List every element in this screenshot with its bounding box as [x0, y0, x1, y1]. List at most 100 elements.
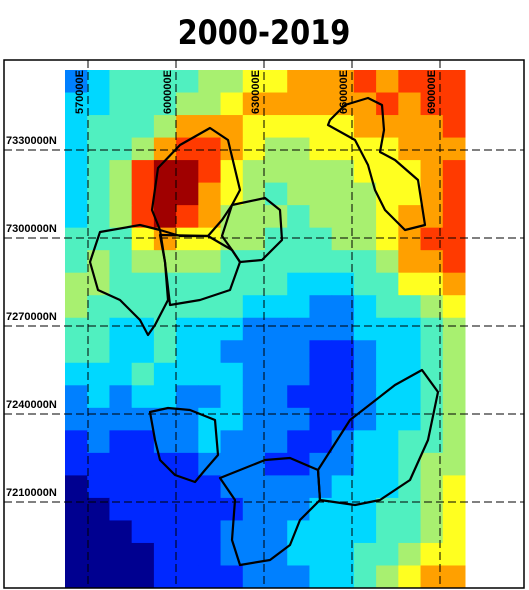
- raster-cell: [353, 205, 377, 229]
- raster-cell: [198, 475, 222, 499]
- raster-cell: [220, 385, 244, 409]
- y-label: 7210000N: [6, 487, 57, 499]
- raster-cell: [353, 250, 377, 274]
- raster-cell: [220, 497, 244, 521]
- raster-cell: [242, 205, 266, 229]
- raster-cell: [87, 317, 110, 341]
- raster-cell: [398, 407, 422, 431]
- raster-cell: [131, 475, 155, 499]
- raster-cell: [87, 115, 110, 139]
- raster-cell: [198, 250, 222, 274]
- raster-cell: [442, 340, 466, 364]
- raster-cell: [109, 385, 133, 409]
- raster-cell: [198, 317, 222, 341]
- raster-cell: [398, 542, 422, 566]
- raster-cell: [198, 497, 222, 521]
- raster-cell: [309, 340, 333, 364]
- raster-cell: [198, 205, 222, 229]
- raster-cell: [65, 92, 88, 116]
- raster-cell: [331, 137, 355, 161]
- raster-cell: [420, 497, 444, 521]
- raster-cell: [198, 295, 222, 319]
- raster-cell: [309, 565, 333, 589]
- raster-cell: [420, 542, 444, 566]
- raster-cell: [65, 272, 88, 296]
- raster-cell: [220, 295, 244, 319]
- raster-cell: [220, 407, 244, 431]
- raster-cell: [153, 520, 177, 544]
- raster-cell: [309, 430, 333, 454]
- raster-cell: [420, 137, 444, 161]
- raster-cell: [398, 520, 422, 544]
- raster-cell: [242, 542, 266, 566]
- raster-cell: [176, 250, 199, 274]
- raster-cell: [153, 542, 177, 566]
- raster-cell: [265, 430, 288, 454]
- raster-cell: [376, 407, 399, 431]
- raster-cell: [242, 362, 266, 386]
- raster-cell: [331, 160, 355, 184]
- raster-cell: [309, 92, 333, 116]
- raster-cell: [331, 70, 355, 94]
- raster-cell: [87, 542, 110, 566]
- raster-cell: [353, 295, 377, 319]
- raster-cell: [131, 340, 155, 364]
- raster-cell: [131, 205, 155, 229]
- raster-cell: [442, 362, 466, 386]
- raster-cell: [353, 272, 377, 296]
- raster-cell: [87, 137, 110, 161]
- raster-cell: [265, 385, 288, 409]
- raster-cell: [242, 520, 266, 544]
- raster-cell: [287, 182, 310, 206]
- raster-cell: [287, 137, 310, 161]
- raster-cell: [376, 70, 399, 94]
- raster-cell: [398, 115, 422, 139]
- raster-cell: [331, 272, 355, 296]
- raster-cell: [220, 340, 244, 364]
- raster-cell: [265, 452, 288, 476]
- raster-cell: [442, 182, 466, 206]
- raster-cell: [331, 565, 355, 589]
- raster-cell: [87, 475, 110, 499]
- raster-cell: [309, 115, 333, 139]
- raster-cell: [287, 250, 310, 274]
- raster-cell: [153, 205, 177, 229]
- x-label: 690000E: [426, 70, 438, 114]
- raster-cell: [331, 407, 355, 431]
- raster-cell: [353, 227, 377, 251]
- raster-cell: [376, 565, 399, 589]
- raster-cell: [309, 542, 333, 566]
- raster-cell: [131, 542, 155, 566]
- raster-cell: [131, 182, 155, 206]
- raster-cell: [287, 407, 310, 431]
- raster-cell: [353, 70, 377, 94]
- raster-cell: [109, 295, 133, 319]
- raster-cell: [309, 137, 333, 161]
- raster-cell: [442, 205, 466, 229]
- raster-cell: [309, 520, 333, 544]
- raster-cell: [198, 272, 222, 296]
- raster-cell: [176, 227, 199, 251]
- raster-cell: [109, 497, 133, 521]
- raster-cell: [442, 520, 466, 544]
- raster-cell: [353, 137, 377, 161]
- raster-cell: [420, 115, 444, 139]
- raster-cell: [287, 362, 310, 386]
- raster-cell: [87, 362, 110, 386]
- raster-cell: [65, 250, 88, 274]
- raster-cell: [265, 340, 288, 364]
- raster-cell: [420, 565, 444, 589]
- raster-cell: [376, 160, 399, 184]
- raster-cell: [287, 430, 310, 454]
- raster-cell: [309, 205, 333, 229]
- raster-cell: [220, 227, 244, 251]
- raster-cell: [265, 115, 288, 139]
- raster-cell: [109, 70, 133, 94]
- raster-cell: [198, 115, 222, 139]
- raster: [65, 70, 466, 589]
- raster-cell: [65, 205, 88, 229]
- raster-cell: [242, 497, 266, 521]
- raster-cell: [220, 115, 244, 139]
- raster-cell: [65, 452, 88, 476]
